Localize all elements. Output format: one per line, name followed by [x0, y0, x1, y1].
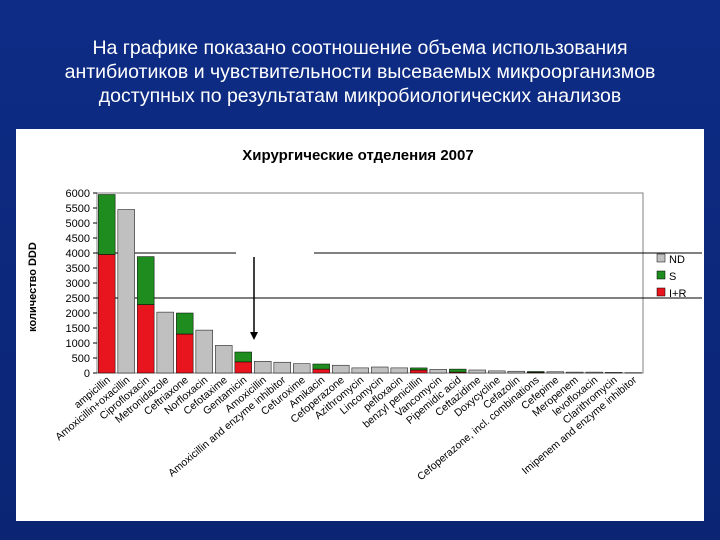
y-tick-label: 5000 [66, 218, 90, 230]
bar-ir-segment [98, 254, 116, 374]
bar-s-segment [176, 312, 194, 335]
legend-swatch-s [656, 270, 666, 280]
y-tick-label: 5500 [66, 203, 90, 215]
legend-label-s: S [669, 271, 676, 283]
bar-ir-segment [176, 333, 194, 374]
bar-nd-segment [156, 311, 174, 374]
y-axis-title: количество DDD [27, 242, 39, 332]
bar-nd-segment [546, 371, 564, 374]
bar-s-segment [312, 363, 330, 370]
bar-nd-segment [566, 371, 584, 374]
y-tick-label: 1000 [66, 338, 90, 350]
y-tick-label: 2000 [66, 308, 90, 320]
y-tick-label: 6000 [66, 188, 90, 200]
bar-ir-segment [410, 369, 428, 374]
reference-line-gap [236, 251, 314, 255]
y-tick-label: 4500 [66, 233, 90, 245]
legend-swatch-nd [656, 253, 666, 263]
y-tick-label: 1500 [66, 323, 90, 335]
slide-title-line-3: доступных по результатам микробиологичес… [98, 85, 622, 107]
bar-nd-segment [273, 361, 291, 374]
bar-nd-segment [605, 372, 623, 374]
y-tick-label: 4000 [66, 248, 90, 260]
bar-s-segment [449, 368, 467, 373]
bar-nd-segment [117, 209, 135, 374]
bar-nd-segment [254, 361, 272, 374]
y-tick-label: 2500 [66, 293, 90, 305]
bar-nd-segment [215, 345, 233, 374]
chart-panel: Хирургические отделения 2007 количество … [16, 129, 704, 521]
bar-nd-segment [371, 366, 389, 374]
bar-nd-segment [195, 329, 213, 374]
bar-nd-segment [429, 369, 447, 374]
bar-s-segment [98, 194, 116, 255]
bar-nd-segment [332, 364, 350, 374]
bar-chart: Хирургические отделения 2007 количество … [27, 147, 702, 483]
bar-ir-segment [137, 304, 155, 374]
bar-s-segment [234, 351, 252, 363]
bar-nd-segment [351, 367, 369, 374]
slide-title-line-2: антибиотиков и чувствительности высеваем… [64, 61, 656, 83]
bar-nd-segment [390, 367, 408, 374]
bar-nd-segment [293, 363, 311, 374]
legend-swatch-ir [656, 287, 666, 297]
bar-s-segment [527, 371, 545, 373]
y-tick-label: 0 [84, 368, 90, 380]
bar-nd-segment [507, 370, 525, 374]
chart-title: Хирургические отделения 2007 [242, 147, 473, 164]
slide-title: На графике показано соотношение объема и… [20, 36, 700, 108]
bar-ir-segment [234, 361, 252, 374]
slide-title-line-1: На графике показано соотношение объема и… [92, 37, 628, 59]
y-tick-label: 3000 [66, 278, 90, 290]
bar-s-segment [410, 367, 428, 371]
y-tick-label: 500 [72, 353, 90, 365]
bar-nd-segment [468, 369, 486, 374]
bar-s-segment [137, 256, 155, 305]
y-tick-label: 3500 [66, 263, 90, 275]
legend-label-ir: I+R [669, 288, 686, 300]
bar-nd-segment [585, 371, 603, 374]
bar-ir-segment [312, 368, 330, 374]
annotation-arrow-head [250, 332, 258, 340]
legend-label-nd: ND [669, 254, 685, 266]
bar-nd-segment [488, 370, 506, 374]
